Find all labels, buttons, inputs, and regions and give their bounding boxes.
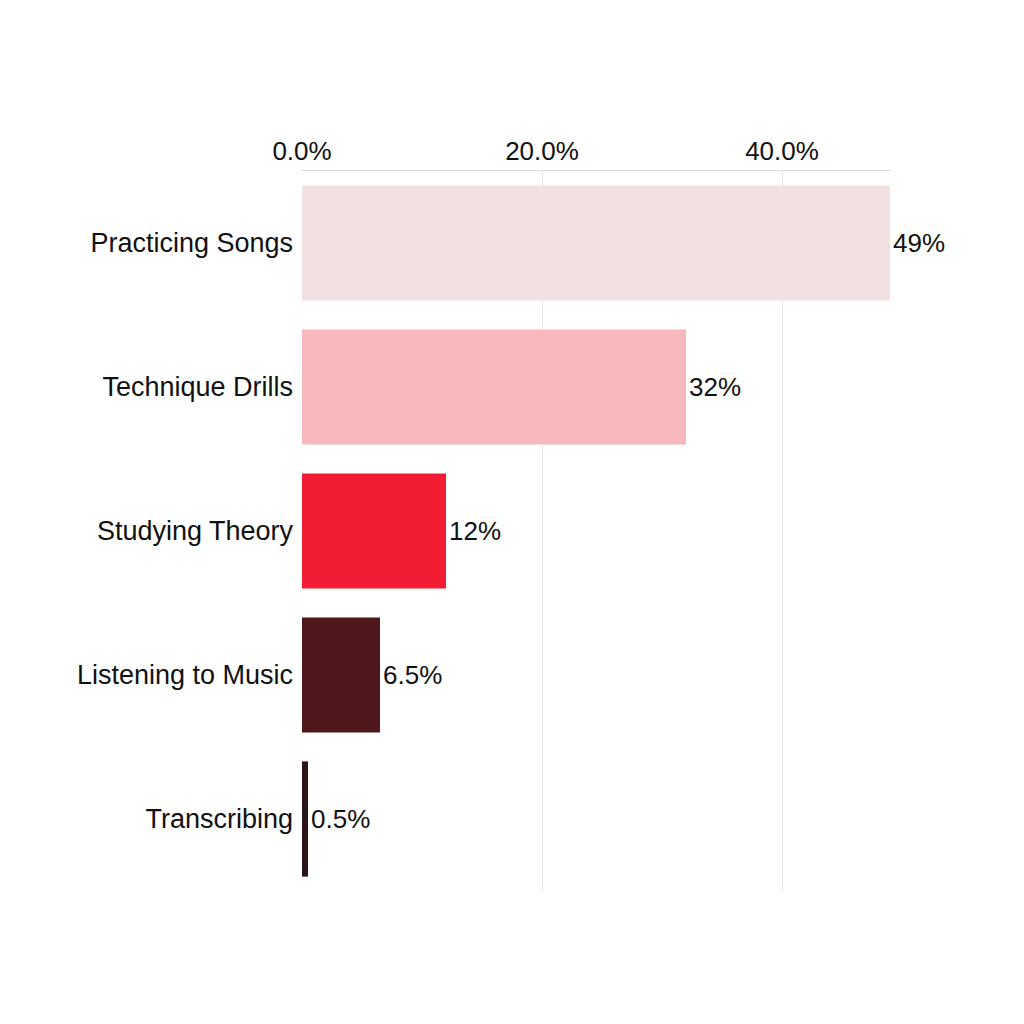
svg-text:32%: 32% [689, 372, 741, 402]
svg-text:Technique Drills: Technique Drills [102, 372, 293, 402]
svg-text:0.0%: 0.0% [272, 136, 331, 166]
svg-text:Listening to Music: Listening to Music [77, 660, 293, 690]
svg-text:49%: 49% [893, 228, 945, 258]
svg-text:12%: 12% [449, 516, 501, 546]
svg-text:40.0%: 40.0% [745, 136, 819, 166]
svg-text:20.0%: 20.0% [505, 136, 579, 166]
svg-text:Transcribing: Transcribing [145, 804, 293, 834]
svg-text:0.5%: 0.5% [311, 804, 370, 834]
svg-text:Practicing Songs: Practicing Songs [90, 228, 293, 258]
svg-text:6.5%: 6.5% [383, 660, 442, 690]
svg-text:Studying Theory: Studying Theory [97, 516, 294, 546]
